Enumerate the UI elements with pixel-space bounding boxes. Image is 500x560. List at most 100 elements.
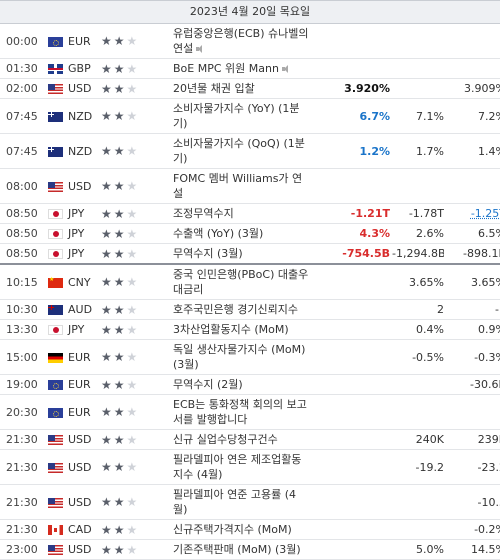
de-flag-icon bbox=[48, 352, 63, 363]
event-name-link[interactable]: 20년물 채권 입찰 bbox=[173, 78, 309, 99]
event-name-link[interactable]: 중국 인민은행(PBoC) 대출우대금리 bbox=[173, 264, 309, 300]
event-name[interactable]: ECB는 통화정책 회의의 보고서를 발행합니다 bbox=[173, 398, 307, 426]
calendar-row[interactable]: 01:30 GBP ★ ★ ★ BoE MPC 위원 Mann bbox=[0, 58, 500, 79]
event-name-link[interactable]: 독일 생산자물가지수 (MoM) (3월) bbox=[173, 339, 309, 375]
star-icon: ★ bbox=[113, 460, 125, 474]
forecast-value: 5.0% bbox=[392, 539, 444, 560]
nz-flag-icon bbox=[48, 111, 63, 122]
event-time: 21:30 bbox=[0, 429, 48, 450]
event-name-link[interactable]: 기존주택판매 (MoM) (3월) bbox=[173, 539, 309, 560]
currency-code: EUR bbox=[64, 24, 101, 59]
event-name[interactable]: 3차산업활동지수 (MoM) bbox=[173, 323, 289, 336]
event-name-link[interactable]: FOMC 멤버 Williams가 연설 bbox=[173, 168, 309, 204]
event-name[interactable]: 필라델피아 연은 제조업활동지수 (4월) bbox=[173, 453, 302, 481]
star-icon: ★ bbox=[113, 144, 125, 158]
event-name[interactable]: 독일 생산자물가지수 (MoM) (3월) bbox=[173, 343, 306, 371]
calendar-row[interactable]: 08:50 JPY ★ ★ ★ 무역수지 (3월) -754.5B -1,294.8B -898… bbox=[0, 243, 500, 265]
currency-code: USD bbox=[64, 78, 101, 99]
event-time: 01:30 bbox=[0, 58, 48, 79]
forecast-value bbox=[392, 394, 444, 430]
star-icon: ★ bbox=[101, 522, 112, 537]
event-name[interactable]: 신규주택가격지수 (MoM) bbox=[173, 523, 292, 536]
event-name-link[interactable]: 신규주택가격지수 (MoM) bbox=[173, 519, 309, 540]
calendar-body: 00:00 EUR ★ ★ ★ 유럽중앙은행(ECB) 슈나벨의 연설 01:30 GBP ★ ★… bbox=[0, 24, 500, 560]
event-name[interactable]: 신규 실업수당청구건수 bbox=[173, 433, 278, 446]
event-name[interactable]: 무역수지 (2월) bbox=[173, 378, 243, 391]
previous-value bbox=[444, 394, 500, 430]
calendar-row[interactable]: 07:45 NZD ★ ★ ★ 소비자물가지수 (YoY) (1분기) 6.7% 7.1% 7.… bbox=[0, 98, 500, 134]
event-name-link[interactable]: 유럽중앙은행(ECB) 슈나벨의 연설 bbox=[173, 24, 309, 59]
star-icon: ★ bbox=[101, 460, 112, 474]
country-flag-cell bbox=[48, 539, 64, 560]
ca-flag-icon bbox=[48, 525, 63, 535]
event-name-link[interactable]: 소비자물가지수 (YoY) (1분기) bbox=[173, 98, 309, 134]
importance-stars: ★ ★ ★ bbox=[101, 24, 173, 59]
country-flag-cell bbox=[48, 223, 64, 244]
event-time: 21:30 bbox=[0, 484, 48, 520]
star-icon: ★ bbox=[113, 179, 125, 193]
event-time: 20:30 bbox=[0, 394, 48, 430]
us-flag-icon bbox=[48, 435, 63, 445]
calendar-row[interactable]: 00:00 EUR ★ ★ ★ 유럽중앙은행(ECB) 슈나벨의 연설 bbox=[0, 24, 500, 59]
star-icon: ★ bbox=[126, 109, 138, 123]
event-name-link[interactable]: 수출액 (YoY) (3월) bbox=[173, 223, 309, 244]
previous-value: -0.2% bbox=[444, 519, 500, 540]
event-name-link[interactable]: 신규 실업수당청구건수 bbox=[173, 429, 309, 450]
country-flag-cell bbox=[48, 133, 64, 169]
event-name[interactable]: 무역수지 (3월) bbox=[173, 247, 243, 260]
calendar-row[interactable]: 07:45 NZD ★ ★ ★ 소비자물가지수 (QoQ) (1분기) 1.2% 1.7% 1.… bbox=[0, 133, 500, 169]
calendar-row[interactable]: 10:15CNY★★★중국 인민은행(PBoC) 대출우대금리3.65%3.65… bbox=[0, 264, 500, 300]
event-name[interactable]: 조정무역수지 bbox=[173, 207, 234, 220]
event-name[interactable]: BoE MPC 위원 Mann bbox=[173, 62, 279, 75]
event-name[interactable]: 소비자물가지수 (QoQ) (1분기) bbox=[173, 137, 305, 165]
event-name-link[interactable]: 3차산업활동지수 (MoM) bbox=[173, 319, 309, 340]
star-icon: ★ bbox=[101, 322, 112, 337]
event-name[interactable]: FOMC 멤버 Williams가 연설 bbox=[173, 172, 303, 200]
us-flag-icon bbox=[48, 462, 63, 473]
star-icon: ★ bbox=[113, 322, 125, 337]
au-flag-icon bbox=[48, 305, 63, 315]
event-name-link[interactable]: 호주국민은행 경기신뢰지수 bbox=[173, 299, 309, 320]
event-name[interactable]: 수출액 (YoY) (3월) bbox=[173, 227, 264, 240]
country-flag-cell bbox=[48, 24, 64, 59]
event-name[interactable]: 유럽중앙은행(ECB) 슈나벨의 연설 bbox=[173, 27, 309, 55]
event-name-link[interactable]: 소비자물가지수 (QoQ) (1분기) bbox=[173, 133, 309, 169]
importance-stars: ★ ★ ★ bbox=[101, 58, 173, 79]
previous-value: -0.3% bbox=[444, 339, 500, 375]
event-name[interactable]: 소비자물가지수 (YoY) (1분기) bbox=[173, 102, 300, 130]
event-name-link[interactable]: ECB는 통화정책 회의의 보고서를 발행합니다 bbox=[173, 394, 309, 430]
star-icon: ★ bbox=[101, 350, 112, 364]
forecast-value: -0.5% bbox=[392, 339, 444, 375]
previous-value: -23.2 bbox=[444, 449, 500, 485]
event-name[interactable]: 필라델피아 연준 고용률 (4월) bbox=[173, 488, 296, 516]
event-name[interactable]: 기존주택판매 (MoM) (3월) bbox=[173, 543, 301, 556]
event-name[interactable]: 중국 인민은행(PBoC) 대출우대금리 bbox=[173, 268, 309, 296]
event-name-link[interactable]: 무역수지 (2월) bbox=[173, 374, 309, 395]
currency-code: EUR bbox=[64, 374, 101, 395]
event-name[interactable]: 호주국민은행 경기신뢰지수 bbox=[173, 303, 298, 316]
currency-code: CAD bbox=[64, 519, 101, 540]
importance-stars: ★ ★ ★ bbox=[101, 339, 173, 375]
event-name-link[interactable]: BoE MPC 위원 Mann bbox=[173, 58, 309, 79]
calendar-row[interactable]: 21:30 USD ★ ★ ★ 필라델피아 연은 제조업활동지수 (4월) -19.2 -23… bbox=[0, 449, 500, 485]
event-name[interactable]: 20년물 채권 입찰 bbox=[173, 82, 255, 95]
event-name-link[interactable]: 무역수지 (3월) bbox=[173, 243, 309, 265]
calendar-row[interactable]: 08:00 USD ★ ★ ★ FOMC 멤버 Williams가 연설 bbox=[0, 168, 500, 204]
calendar-row[interactable]: 15:00 EUR ★ ★ ★ 독일 생산자물가지수 (MoM) (3월) -0.5% -0.… bbox=[0, 339, 500, 375]
event-time: 13:30 bbox=[0, 319, 48, 340]
forecast-value: 2.6% bbox=[392, 223, 444, 244]
calendar-row[interactable]: 20:30 EUR ★ ★ ★ ECB는 통화정책 회의의 보고서를 발행합니다 bbox=[0, 394, 500, 430]
event-name-link[interactable]: 조정무역수지 bbox=[173, 203, 309, 224]
event-name-link[interactable]: 필라델피아 연준 고용률 (4월) bbox=[173, 484, 309, 520]
event-name-link[interactable]: 필라델피아 연은 제조업활동지수 (4월) bbox=[173, 449, 309, 485]
